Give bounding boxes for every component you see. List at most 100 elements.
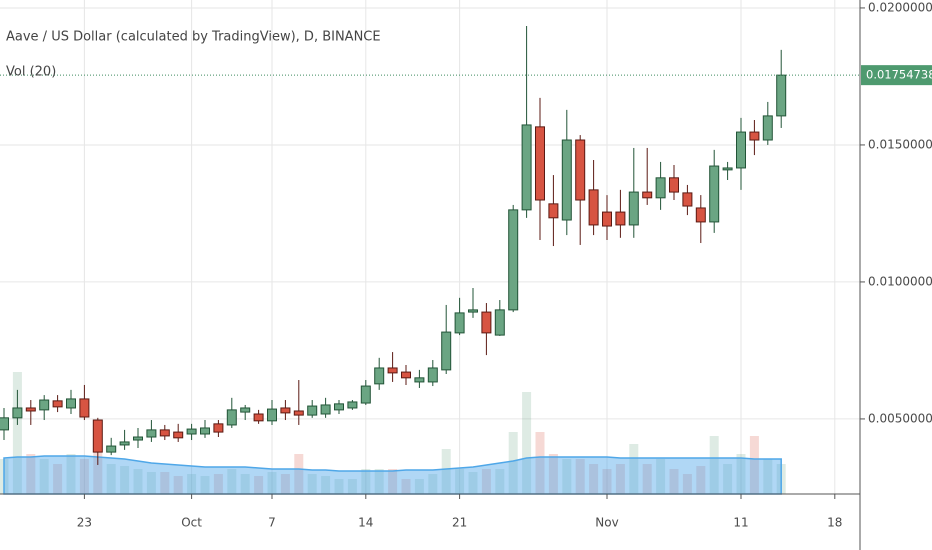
- volume-bar: [481, 469, 491, 494]
- candle-body: [66, 398, 76, 409]
- candle-body: [615, 211, 626, 226]
- x-tick-label: 11: [733, 516, 748, 530]
- volume-bar: [589, 464, 599, 494]
- candle-body: [133, 436, 143, 441]
- volume-bar: [106, 464, 116, 494]
- volume-bar: [388, 469, 398, 494]
- candle-body: [92, 419, 103, 453]
- volume-bar: [254, 476, 264, 494]
- candle-body: [106, 445, 117, 453]
- candle-body: [307, 405, 318, 416]
- candle-body: [468, 309, 478, 313]
- candle-body: [682, 192, 693, 207]
- candle-body: [441, 331, 452, 371]
- volume-bar: [736, 454, 746, 494]
- y-tick-label: 0.02000000: [868, 0, 932, 14]
- candle-body: [173, 431, 184, 439]
- volume-bar: [709, 436, 719, 494]
- volume-bar: [146, 472, 156, 494]
- candle-body: [709, 165, 720, 223]
- x-tick-label: 18: [827, 516, 842, 530]
- candle-body: [722, 167, 733, 171]
- volume-bar: [696, 466, 706, 494]
- candle-body: [481, 311, 492, 334]
- candle-body: [347, 401, 358, 409]
- volume-bar: [723, 464, 733, 494]
- grid: [0, 0, 860, 494]
- candle-body: [749, 131, 760, 141]
- candle-body: [427, 367, 438, 383]
- candle-body: [186, 428, 197, 435]
- volume-bar: [12, 372, 22, 494]
- volume-bar: [280, 474, 290, 494]
- volume-bar: [562, 459, 572, 494]
- candle-body: [52, 400, 63, 408]
- candle-body: [240, 407, 251, 413]
- volume-bar: [669, 469, 679, 494]
- candle-body: [320, 404, 331, 415]
- volume-bar: [187, 474, 197, 494]
- candle-body: [655, 177, 666, 199]
- x-tick-label: 21: [452, 516, 467, 530]
- chart-title: Aave / US Dollar (calculated by TradingV…: [6, 30, 381, 45]
- volume-bar: [173, 476, 183, 494]
- volume-bar: [53, 464, 63, 494]
- candle-body: [776, 74, 787, 117]
- volume-bar: [522, 392, 532, 494]
- volume-bar: [749, 436, 759, 494]
- candle-body: [588, 189, 599, 226]
- candle-body: [334, 403, 344, 411]
- volume-pane: [0, 372, 786, 495]
- volume-bar: [548, 454, 558, 494]
- volume-bar: [602, 469, 612, 494]
- candle-body: [387, 367, 398, 374]
- candle-body: [226, 409, 237, 426]
- candle-body: [401, 371, 411, 379]
- volume-bar: [508, 432, 518, 494]
- candle-body: [39, 399, 50, 411]
- candle-body: [736, 131, 746, 169]
- candle-body: [628, 191, 639, 226]
- candle-body: [575, 139, 586, 201]
- volume-bar: [428, 474, 438, 494]
- volume-bar: [414, 479, 424, 494]
- candle-body: [267, 408, 277, 422]
- volume-bar: [200, 476, 210, 494]
- volume-bar: [468, 472, 478, 494]
- x-tick-label: 14: [358, 516, 373, 530]
- volume-bar: [267, 472, 277, 494]
- volume-bar: [93, 439, 103, 494]
- candles: [0, 26, 860, 465]
- volume-bar: [213, 474, 223, 494]
- candle-body: [79, 398, 90, 418]
- candle-body: [548, 203, 559, 219]
- candle-body: [762, 115, 773, 141]
- volume-bar: [334, 479, 344, 494]
- volume-bar: [321, 476, 331, 494]
- candle-body: [159, 429, 170, 437]
- candle-body: [293, 410, 304, 416]
- candle-body: [25, 407, 36, 412]
- candle-body: [602, 211, 612, 227]
- volume-bar: [361, 469, 371, 494]
- volume-bar: [240, 474, 250, 494]
- volume-bar: [763, 459, 773, 494]
- volume-bar: [39, 459, 49, 494]
- volume-bar: [120, 466, 130, 494]
- candle-body: [0, 417, 9, 431]
- volume-bar: [495, 469, 505, 494]
- candle-body: [146, 429, 157, 438]
- candle-body: [200, 427, 210, 435]
- volume-bar: [294, 454, 304, 494]
- candle-body: [119, 441, 130, 446]
- candle-body: [12, 407, 23, 419]
- volume-bar: [227, 469, 237, 494]
- volume-bar: [642, 464, 652, 494]
- last-price-box: [861, 65, 932, 86]
- volume-bar: [133, 469, 143, 494]
- volume-bar: [575, 459, 585, 494]
